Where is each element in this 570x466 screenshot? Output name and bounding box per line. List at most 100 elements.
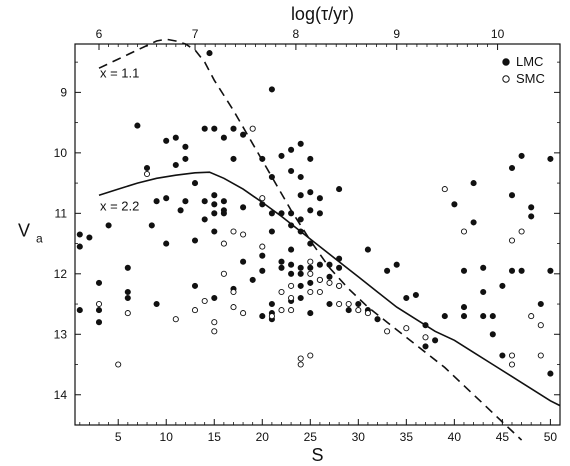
y-tick-label: 11 bbox=[55, 206, 68, 220]
lmc-point bbox=[508, 267, 516, 274]
smc-point bbox=[288, 307, 295, 314]
lmc-point bbox=[403, 294, 410, 302]
lmc-point bbox=[288, 246, 295, 253]
smc-point bbox=[220, 240, 227, 247]
x-tick-label: 20 bbox=[256, 430, 270, 444]
lmc-point bbox=[268, 86, 275, 93]
smc-point bbox=[230, 288, 237, 296]
smc-point bbox=[191, 307, 199, 314]
smc-point bbox=[345, 300, 352, 308]
smc-point bbox=[508, 352, 516, 359]
smc-point bbox=[537, 352, 544, 359]
lmc-point bbox=[307, 240, 314, 247]
lmc-point bbox=[326, 261, 333, 268]
lmc-point bbox=[177, 207, 184, 214]
y-tick-label: 14 bbox=[54, 388, 68, 402]
legend-label: SMC bbox=[516, 71, 545, 86]
smc-point bbox=[259, 243, 266, 250]
lmc-point bbox=[86, 234, 93, 241]
lmc-point bbox=[508, 164, 516, 172]
lmc-point bbox=[307, 189, 314, 196]
smc-point bbox=[384, 328, 391, 335]
smc-point bbox=[115, 361, 122, 368]
smc-point bbox=[268, 313, 275, 320]
lmc-point bbox=[316, 261, 323, 268]
lmc-point bbox=[220, 198, 227, 205]
legend-label: LMC bbox=[516, 54, 543, 69]
lmc-point bbox=[489, 313, 496, 320]
y-axis-title-subscript: a bbox=[36, 232, 43, 246]
lmc-point bbox=[268, 210, 275, 217]
lmc-point bbox=[297, 270, 304, 277]
lmc-point bbox=[201, 216, 208, 223]
smc-point bbox=[508, 361, 516, 368]
model-curves bbox=[98, 38, 561, 441]
lmc-point bbox=[297, 173, 304, 181]
smc-point bbox=[422, 334, 429, 341]
smc-point bbox=[441, 186, 448, 193]
lmc-point bbox=[307, 155, 314, 162]
smc-point bbox=[307, 270, 314, 277]
lmc-point bbox=[259, 252, 266, 259]
lmc-point bbox=[316, 210, 323, 217]
smc-point bbox=[95, 300, 103, 308]
lmc-point bbox=[172, 134, 179, 141]
x-axis-title: S bbox=[311, 445, 323, 465]
lmc-point bbox=[240, 204, 247, 211]
lmc-point bbox=[211, 228, 218, 235]
lmc-point bbox=[76, 243, 83, 250]
lmc-point bbox=[134, 122, 141, 129]
lmc-point bbox=[259, 201, 266, 208]
lmc-point bbox=[249, 276, 256, 283]
smc-point bbox=[307, 288, 314, 296]
lmc-point bbox=[220, 210, 227, 217]
smc-point bbox=[172, 316, 179, 323]
lmc-point bbox=[182, 143, 189, 150]
lmc-point bbox=[95, 279, 103, 286]
lmc-point bbox=[268, 173, 275, 181]
smc-point bbox=[528, 313, 535, 320]
solid-curve-x2.2 bbox=[98, 171, 561, 407]
x-tick-label: 30 bbox=[352, 430, 366, 444]
top-tick-label: 10 bbox=[491, 27, 505, 41]
smc-point bbox=[143, 170, 151, 178]
lmc-point bbox=[148, 222, 155, 229]
smc-point bbox=[326, 279, 333, 286]
lmc-point bbox=[220, 134, 227, 141]
smc-point bbox=[211, 328, 218, 335]
top-tick-label: 9 bbox=[393, 27, 400, 41]
smc-point bbox=[297, 361, 304, 368]
legend-lmc-marker bbox=[502, 58, 510, 66]
lmc-point bbox=[307, 310, 314, 317]
lmc-point bbox=[547, 370, 554, 377]
lmc-point bbox=[268, 300, 275, 308]
lmc-point bbox=[336, 186, 343, 193]
smc-point bbox=[124, 310, 131, 317]
lmc-point bbox=[211, 294, 218, 302]
lmc-point bbox=[76, 231, 83, 238]
smc-point bbox=[278, 307, 285, 314]
lmc-point bbox=[422, 322, 429, 329]
smc-point bbox=[508, 237, 516, 244]
lmc-point bbox=[278, 210, 285, 217]
smc-point bbox=[249, 125, 256, 132]
lmc-point bbox=[480, 264, 487, 271]
lmc-point bbox=[460, 267, 468, 274]
curve-annotation: x = 2.2 bbox=[100, 198, 139, 213]
lmc-point bbox=[153, 300, 160, 308]
lmc-point bbox=[499, 352, 506, 359]
lmc-point bbox=[259, 267, 266, 274]
smc-point bbox=[220, 270, 227, 277]
lmc-point bbox=[240, 258, 247, 265]
x-tick-label: 35 bbox=[400, 430, 414, 444]
lmc-point bbox=[297, 294, 304, 302]
smc-point bbox=[537, 322, 544, 329]
smc-point bbox=[201, 297, 208, 305]
x-tick-label: 10 bbox=[160, 430, 174, 444]
lmc-point bbox=[326, 300, 333, 308]
lmc-point bbox=[336, 264, 343, 271]
y-tick-label: 13 bbox=[54, 327, 68, 341]
lmc-point bbox=[259, 313, 266, 320]
lmc-point bbox=[95, 307, 103, 314]
